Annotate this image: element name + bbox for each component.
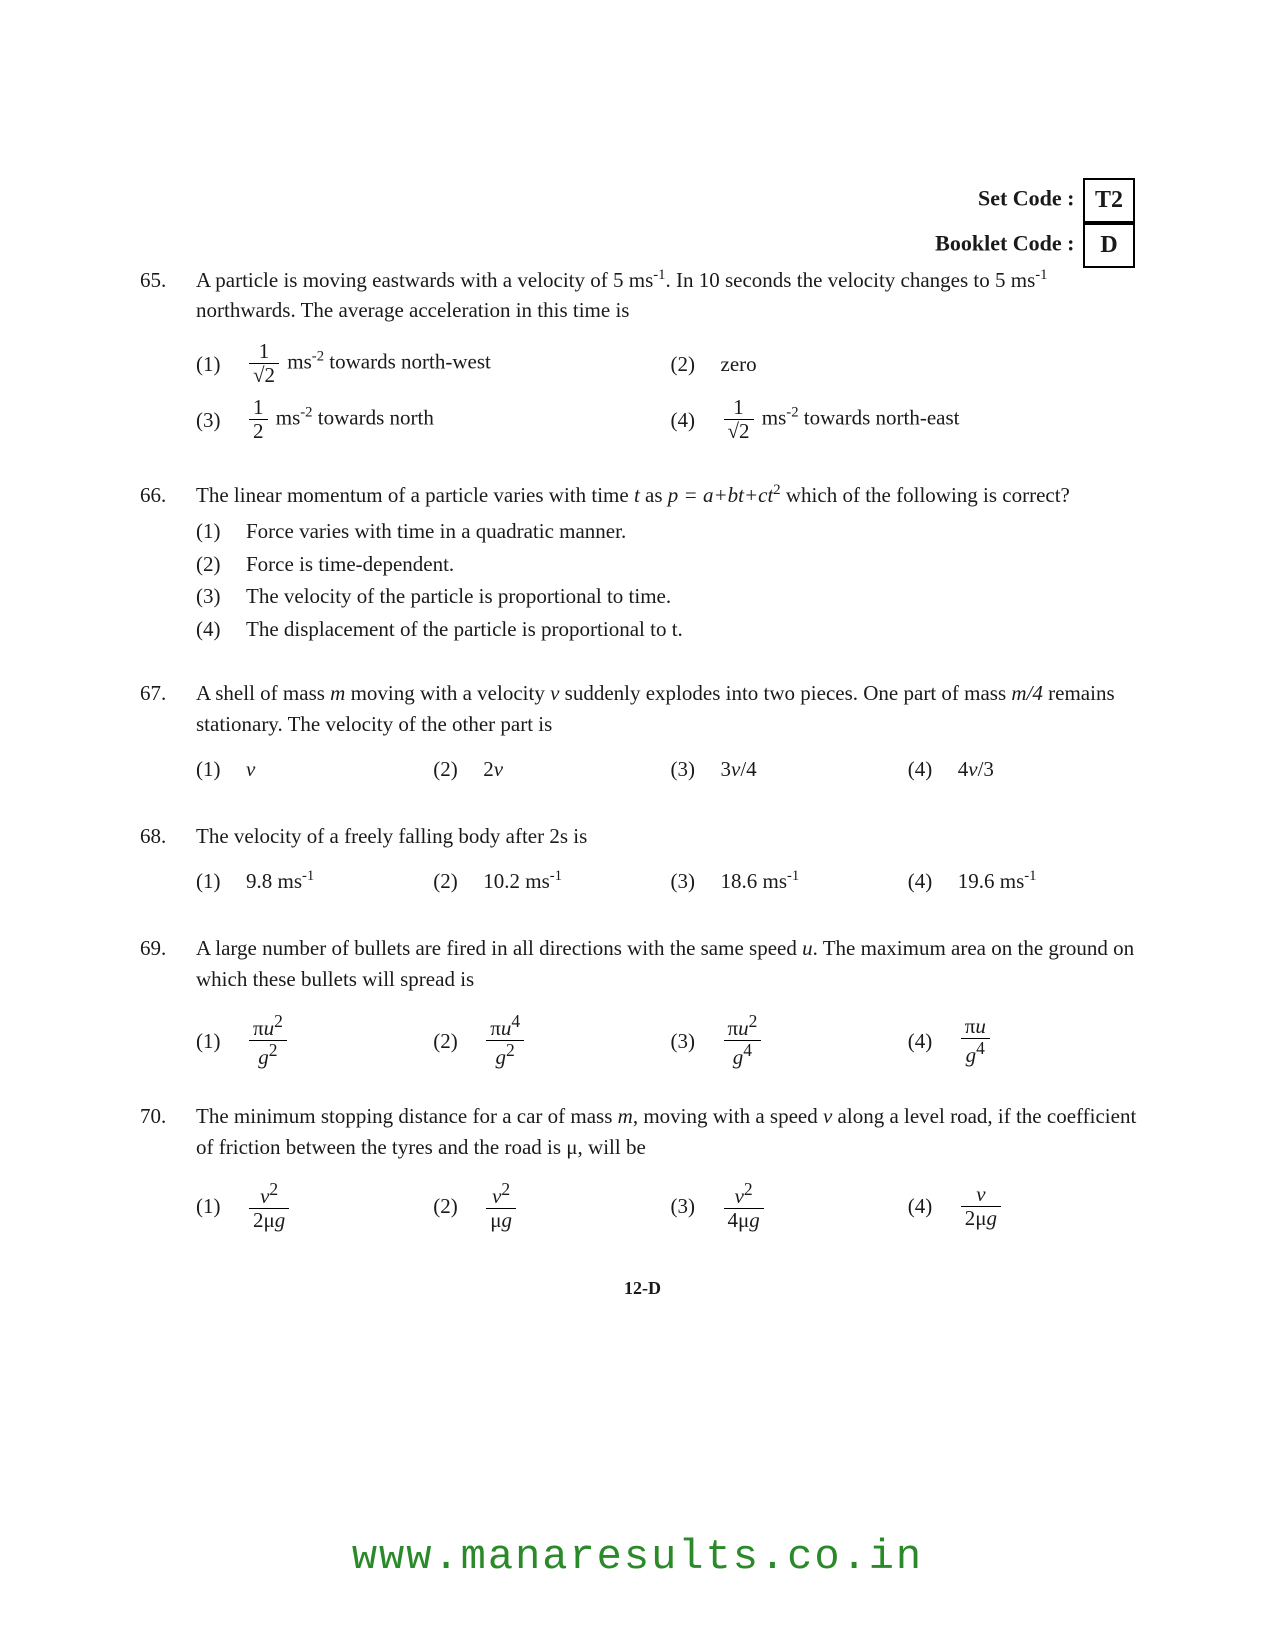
options: (1)Force varies with time in a quadratic… bbox=[196, 516, 1145, 644]
header-codes: Set Code : T2 Booklet Code : D bbox=[935, 178, 1135, 268]
watermark: www.manaresults.co.in bbox=[0, 1533, 1275, 1581]
option-4: (4)19.6 ms-1 bbox=[908, 861, 1145, 901]
option-3: (3)v24μg bbox=[671, 1180, 908, 1232]
question-69: 69. A large number of bullets are fired … bbox=[140, 933, 1145, 1069]
option-1: (1)πu2g2 bbox=[196, 1012, 433, 1069]
option-4: (4) 1√2 ms-2 towards north-east bbox=[671, 392, 1146, 448]
question-66: 66. The linear momentum of a particle va… bbox=[140, 480, 1145, 646]
option-3: (3)18.6 ms-1 bbox=[671, 861, 908, 901]
option-3: (3)πu2g4 bbox=[671, 1012, 908, 1069]
option-1: (1)Force varies with time in a quadratic… bbox=[196, 516, 1145, 546]
option-1: (1) 1√2 ms-2 towards north-west bbox=[196, 336, 671, 392]
option-1: (1)v22μg bbox=[196, 1180, 433, 1232]
options: (1)v22μg (2)v2μg (3)v24μg (4)v2μg bbox=[196, 1180, 1145, 1232]
option-4: (4)v2μg bbox=[908, 1180, 1145, 1232]
question-number: 66. bbox=[140, 480, 196, 646]
option-1: (1)v bbox=[196, 749, 433, 789]
set-code-label: Set Code : bbox=[978, 185, 1075, 210]
questions-container: 65. A particle is moving eastwards with … bbox=[140, 265, 1145, 1233]
option-3: (3)The velocity of the particle is propo… bbox=[196, 581, 1145, 611]
option-2: (2)Force is time-dependent. bbox=[196, 549, 1145, 579]
option-2: (2)πu4g2 bbox=[433, 1012, 670, 1069]
question-number: 69. bbox=[140, 933, 196, 1069]
page-footer: 12-D bbox=[140, 1278, 1145, 1299]
question-number: 67. bbox=[140, 678, 196, 789]
option-2: (2)v2μg bbox=[433, 1180, 670, 1232]
question-text: A particle is moving eastwards with a ve… bbox=[196, 265, 1145, 326]
option-4: (4)The displacement of the particle is p… bbox=[196, 614, 1145, 644]
question-text: The linear momentum of a particle varies… bbox=[196, 480, 1145, 510]
option-4: (4)πug4 bbox=[908, 1012, 1145, 1069]
question-65: 65. A particle is moving eastwards with … bbox=[140, 265, 1145, 448]
set-code-value: T2 bbox=[1083, 178, 1135, 223]
question-70: 70. The minimum stopping distance for a … bbox=[140, 1101, 1145, 1232]
options: (1) 1√2 ms-2 towards north-west (2) zero… bbox=[196, 336, 1145, 448]
option-2: (2)2v bbox=[433, 749, 670, 789]
question-text: The velocity of a freely falling body af… bbox=[196, 821, 1145, 851]
options: (1)v (2)2v (3)3v/4 (4)4v/3 bbox=[196, 749, 1145, 789]
booklet-code-label: Booklet Code : bbox=[935, 230, 1074, 255]
booklet-code-value: D bbox=[1083, 223, 1135, 268]
options: (1)9.8 ms-1 (2)10.2 ms-1 (3)18.6 ms-1 (4… bbox=[196, 861, 1145, 901]
question-text: The minimum stopping distance for a car … bbox=[196, 1101, 1145, 1162]
question-text: A shell of mass m moving with a velocity… bbox=[196, 678, 1145, 739]
option-2: (2) zero bbox=[671, 336, 1146, 392]
question-67: 67. A shell of mass m moving with a velo… bbox=[140, 678, 1145, 789]
option-1: (1)9.8 ms-1 bbox=[196, 861, 433, 901]
question-number: 65. bbox=[140, 265, 196, 448]
question-text: A large number of bullets are fired in a… bbox=[196, 933, 1145, 994]
option-3: (3)3v/4 bbox=[671, 749, 908, 789]
option-2: (2)10.2 ms-1 bbox=[433, 861, 670, 901]
question-number: 68. bbox=[140, 821, 196, 901]
question-number: 70. bbox=[140, 1101, 196, 1232]
option-4: (4)4v/3 bbox=[908, 749, 1145, 789]
options: (1)πu2g2 (2)πu4g2 (3)πu2g4 (4)πug4 bbox=[196, 1012, 1145, 1069]
question-68: 68. The velocity of a freely falling bod… bbox=[140, 821, 1145, 901]
option-3: (3) 12 ms-2 towards north bbox=[196, 392, 671, 448]
